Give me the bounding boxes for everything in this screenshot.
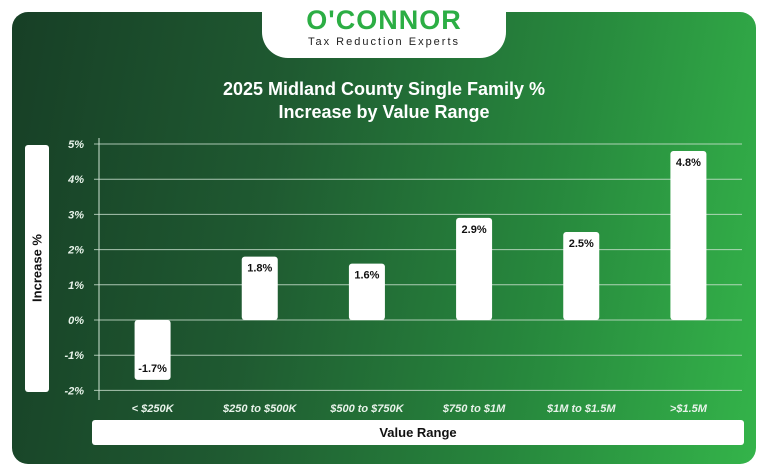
data-label: 1.8% [247, 263, 272, 275]
chart-card [12, 12, 756, 464]
chart-title-line-1: 2025 Midland County Single Family % [222, 79, 546, 99]
logo-name: O'CONNOR [306, 5, 462, 35]
bar [241, 256, 278, 320]
bar [348, 263, 385, 320]
x-tick-label: $250 to $500K [222, 403, 297, 415]
data-label: 4.8% [676, 157, 701, 169]
x-tick-label: $500 to $750K [329, 403, 404, 415]
data-label: 1.6% [354, 270, 379, 282]
x-tick-label: $750 to $1M [442, 403, 506, 415]
x-tick-label: < $250K [132, 403, 175, 415]
bar [456, 217, 493, 320]
logo-tagline: Tax Reduction Experts [307, 36, 461, 48]
y-tick-label: 4% [67, 174, 84, 186]
y-tick-label: -2% [64, 385, 84, 397]
x-tick-label: $1M to $1.5M [546, 403, 616, 415]
y-tick-label: 5% [68, 139, 84, 151]
y-tick-label: 1% [68, 280, 84, 292]
bar [563, 232, 600, 320]
y-tick-label: -1% [64, 350, 84, 362]
data-label: 2.5% [569, 238, 594, 250]
chart-title-line-2: Increase by Value Range [278, 102, 490, 122]
bar [134, 320, 171, 380]
x-axis-label: Value Range [92, 420, 744, 445]
logo: O'CONNOR Tax Reduction Experts [262, 0, 506, 58]
data-label: 2.9% [462, 224, 487, 236]
y-axis-label-box [25, 145, 49, 392]
y-tick-label: 3% [68, 209, 84, 221]
x-tick-label: >$1.5M [670, 403, 708, 415]
bar [670, 151, 707, 320]
y-tick-label: 2% [67, 245, 84, 257]
data-label: -1.7% [138, 363, 167, 375]
y-tick-label: 0% [68, 315, 84, 327]
chart-title: 2025 Midland County Single Family % Incr… [0, 78, 768, 124]
